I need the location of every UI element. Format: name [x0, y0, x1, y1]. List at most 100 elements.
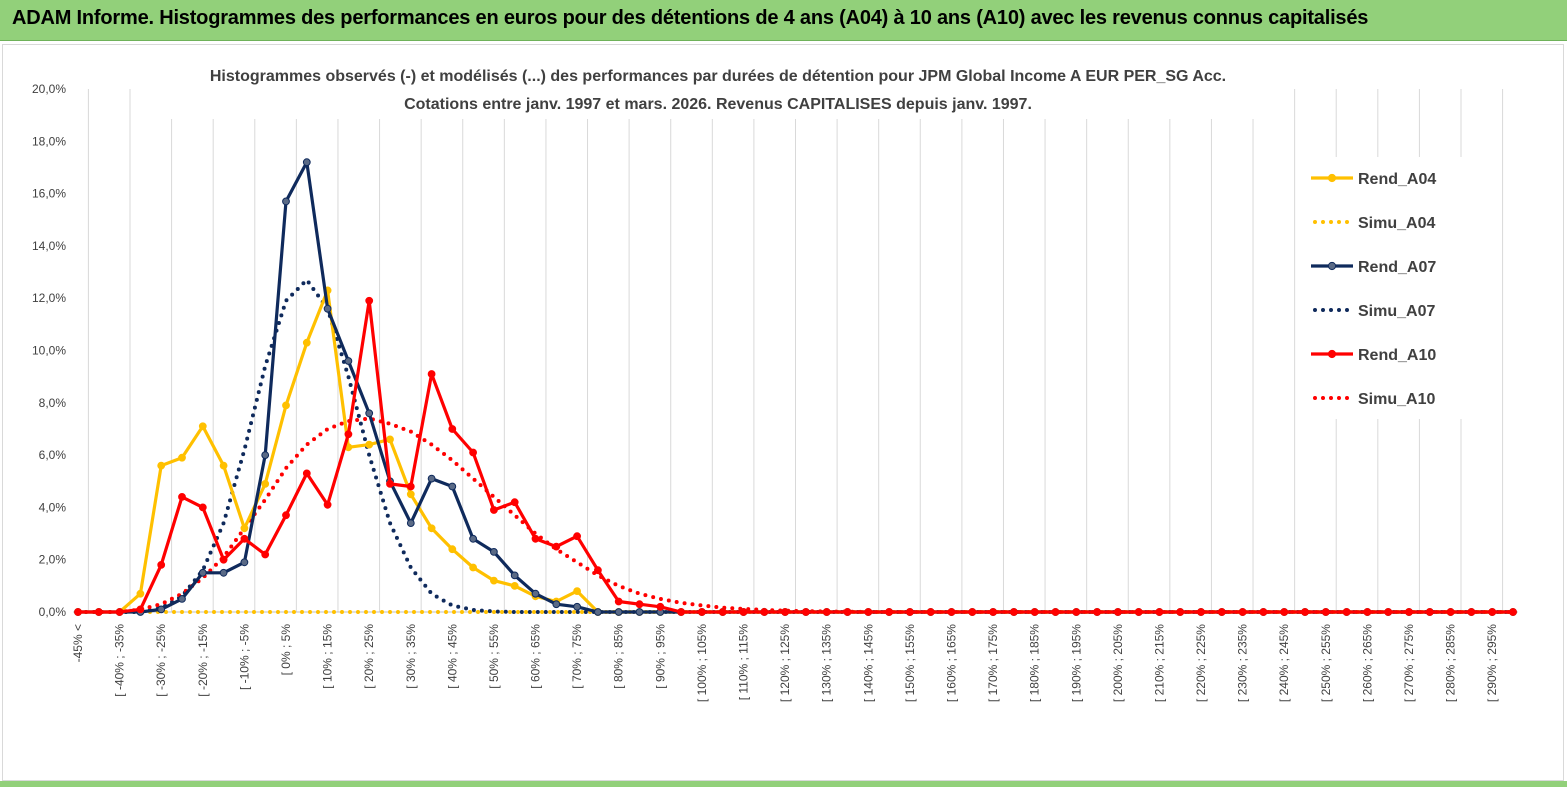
y-tick-label: 0,0% [39, 605, 67, 619]
data-point [1488, 608, 1497, 616]
data-point [1238, 608, 1247, 616]
x-tick-label: [ 160% ; 165% [944, 624, 958, 702]
y-tick-label: 4,0% [39, 500, 67, 514]
data-point [448, 482, 457, 491]
data-point [1363, 608, 1372, 616]
x-tick-label: [ 100% ; 105% [695, 624, 709, 702]
y-tick-label: 10,0% [32, 344, 66, 358]
data-point [178, 493, 186, 501]
x-tick-label: [ 180% ; 185% [1028, 624, 1042, 702]
x-tick-label: [ 140% ; 145% [861, 624, 875, 702]
data-point [1321, 608, 1330, 616]
y-tick-label: 12,0% [32, 291, 66, 305]
data-point [448, 545, 457, 554]
data-point [781, 608, 789, 616]
data-point [136, 589, 145, 598]
data-point [989, 608, 997, 616]
x-tick-label: [ 230% ; 235% [1236, 624, 1250, 702]
legend-marker [1327, 173, 1337, 183]
data-point [427, 524, 436, 533]
data-point [240, 558, 249, 567]
data-point [157, 461, 166, 470]
data-point [947, 608, 956, 616]
data-point [427, 474, 436, 483]
data-point [157, 605, 166, 614]
data-point [490, 506, 498, 514]
series-layer [74, 158, 1517, 616]
data-point [614, 608, 623, 616]
data-point [261, 480, 270, 488]
legend-item: Simu_A07 [1313, 303, 1435, 320]
x-tick-label: [ 50% ; 55% [487, 624, 501, 689]
chart-frame: 0,0% 2,0% 4,0% 6,0% 8,0% 10,0% 12,0% 14,0% 16,0%… [2, 44, 1564, 781]
legend-label: Rend_A10 [1358, 347, 1436, 364]
x-tick-label: [ 70% ; 75% [570, 624, 584, 689]
data-point [302, 469, 311, 478]
data-point [573, 532, 581, 541]
x-tick-label: [ 270% ; 275% [1402, 624, 1416, 702]
y-tick-label: 2,0% [39, 553, 67, 567]
data-point [594, 566, 602, 575]
data-point [1301, 608, 1309, 616]
x-tick-label: [ -30% ; -25% [154, 624, 168, 697]
legend-item: Rend_A10 [1311, 347, 1436, 364]
data-point [469, 563, 478, 572]
x-tick-label: [ 280% ; 285% [1444, 624, 1458, 702]
data-point [490, 576, 498, 585]
data-point [198, 568, 207, 577]
legend-item: Rend_A07 [1311, 259, 1436, 276]
data-point [843, 608, 852, 616]
data-point [510, 582, 519, 590]
data-point [1384, 608, 1393, 616]
legend-label: Rend_A04 [1358, 171, 1436, 188]
series-rend-a10 [74, 296, 1517, 616]
data-point [635, 608, 644, 616]
data-point [1155, 608, 1164, 616]
line-chart: 0,0% 2,0% 4,0% 6,0% 8,0% 10,0% 12,0% 14,0% 16,0%… [32, 59, 1518, 702]
data-point [677, 608, 685, 616]
y-tick-label: 16,0% [32, 187, 66, 201]
y-tick-label: 14,0% [32, 239, 66, 253]
legend-background [1299, 157, 1467, 419]
chart-subtitle-line-2: Cotations entre janv. 1997 et mars. 2026… [404, 96, 1032, 113]
data-point [136, 605, 145, 614]
data-point [386, 435, 394, 444]
data-point [261, 451, 270, 460]
chart-subtitle-line-1: Histogrammes observés (-) et modélisés (… [210, 68, 1226, 85]
data-point [760, 608, 769, 616]
data-point [1217, 608, 1226, 616]
x-tick-label: [ 170% ; 175% [986, 624, 1000, 702]
data-point [1446, 608, 1455, 616]
data-point [1467, 608, 1476, 616]
data-point [531, 534, 540, 543]
data-point [261, 550, 270, 559]
data-point [635, 600, 644, 609]
data-point [323, 500, 332, 509]
data-point [1405, 608, 1413, 616]
data-point [365, 296, 374, 305]
x-axis: -45% < [ -40% ; -35% [ -30% ; -25% [ -20% ;… [71, 624, 1499, 702]
legend-marker [1327, 261, 1337, 271]
data-point [1134, 608, 1143, 616]
data-point [1509, 608, 1517, 616]
x-tick-label: [ 30% ; 35% [404, 624, 418, 689]
data-point [198, 503, 207, 512]
series-line [78, 299, 1513, 614]
banner-title: ADAM Informe. Histogrammes des performan… [12, 7, 1369, 29]
data-point [1259, 608, 1268, 616]
data-point [178, 453, 186, 462]
x-tick-label: [ 210% ; 215% [1152, 624, 1166, 702]
data-point [219, 461, 228, 470]
data-point [1093, 608, 1101, 616]
data-point [614, 597, 623, 606]
x-tick-label: [ -40% ; -35% [113, 624, 127, 697]
data-point [1342, 608, 1351, 616]
data-point [968, 608, 977, 616]
data-point [386, 480, 394, 488]
y-axis: 0,0% 2,0% 4,0% 6,0% 8,0% 10,0% 12,0% 14,0% 16,0%… [32, 82, 66, 619]
data-point [94, 608, 103, 616]
data-point [365, 409, 374, 418]
x-tick-label: [ -20% ; -15% [196, 624, 210, 697]
data-point [365, 440, 374, 449]
data-point [573, 587, 581, 595]
